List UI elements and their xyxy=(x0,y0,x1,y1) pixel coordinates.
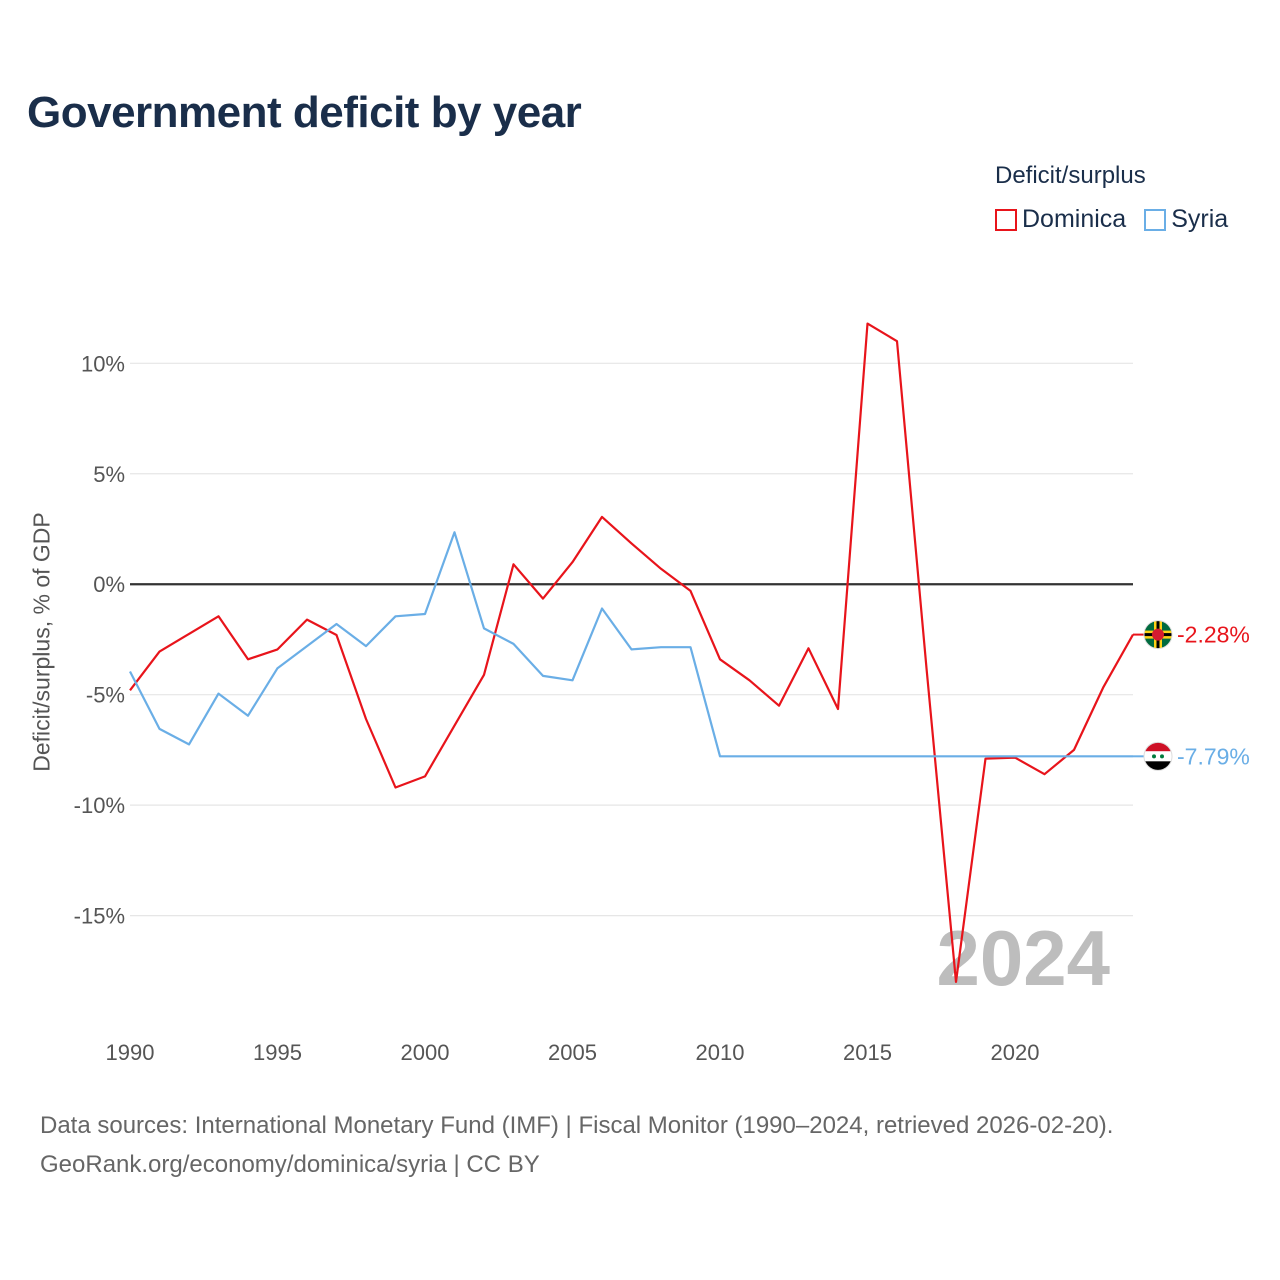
x-tick-label: 2000 xyxy=(401,1040,450,1065)
end-value-label-dominica: -2.28% xyxy=(1177,622,1250,648)
x-tick-label: 2015 xyxy=(843,1040,892,1065)
legend-title: Deficit/surplus xyxy=(995,162,1146,189)
series-line-dominica xyxy=(129,322,1134,984)
x-tick-label: 2005 xyxy=(548,1040,597,1065)
y-tick-label: -5% xyxy=(86,683,125,708)
x-tick-label: 2010 xyxy=(696,1040,745,1065)
legend-label-dominica: Dominica xyxy=(1022,205,1127,233)
x-tick-label: 1995 xyxy=(253,1040,302,1065)
legend-item-syria[interactable]: Syria xyxy=(1144,205,1228,234)
dominica-flag-icon xyxy=(1143,620,1173,650)
y-tick-label: -15% xyxy=(74,904,125,929)
year-watermark: 2024 xyxy=(936,914,1110,1002)
syria-flag-icon xyxy=(1143,741,1173,771)
series-line-syria xyxy=(129,531,1133,758)
legend-swatch-syria xyxy=(1144,208,1167,231)
end-value-label-syria: -7.79% xyxy=(1177,743,1250,769)
legend-swatch-dominica xyxy=(995,208,1017,231)
legend: Dominica Syria xyxy=(995,205,1246,234)
x-tick-label: 2020 xyxy=(991,1040,1040,1065)
attribution-link[interactable]: GeoRank.org/economy/dominica/syria | CC … xyxy=(40,1151,540,1178)
y-tick-label: 10% xyxy=(81,351,125,376)
y-tick-label: -10% xyxy=(74,793,125,818)
y-tick-label: 5% xyxy=(93,462,125,487)
x-tick-label: 1990 xyxy=(106,1040,155,1065)
legend-item-dominica[interactable]: Dominica xyxy=(995,205,1126,234)
legend-label-syria: Syria xyxy=(1171,205,1229,233)
data-source-note: Data sources: International Monetary Fun… xyxy=(40,1112,1114,1139)
footer: Data sources: International Monetary Fun… xyxy=(40,1106,1113,1184)
chart-title: Government deficit by year xyxy=(27,88,582,137)
y-tick-label: 0% xyxy=(93,572,125,597)
